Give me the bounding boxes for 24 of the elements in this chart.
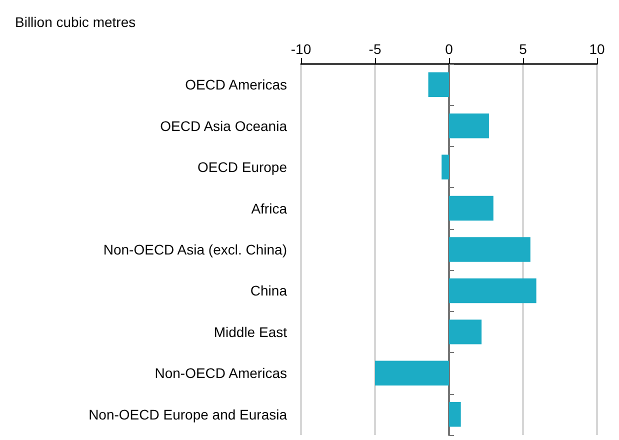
bar <box>428 72 449 97</box>
bar <box>442 154 449 180</box>
y-tick-label: Non-OECD Asia (excl. China) <box>103 242 287 258</box>
y-tick-label: Middle East <box>214 324 288 340</box>
x-tick-label: -10 <box>290 41 312 57</box>
y-tick-label: OECD Asia Oceania <box>160 118 288 134</box>
y-tick-label: Non-OECD Europe and Eurasia <box>88 406 288 422</box>
y-tick-label: OECD Europe <box>198 159 288 176</box>
bar <box>449 237 530 262</box>
x-tick-label: -5 <box>368 41 382 57</box>
x-tick-label: 10 <box>589 41 605 57</box>
y-tick-label: Africa <box>251 200 288 216</box>
y-tick-label: OECD Americas <box>185 76 287 93</box>
y-tick-label: Non-OECD Americas <box>154 365 287 382</box>
bar <box>449 320 482 344</box>
bar <box>449 196 494 221</box>
bar <box>375 360 449 386</box>
y-tick-label: China <box>250 282 288 299</box>
bar <box>449 278 536 304</box>
bar <box>449 113 489 138</box>
x-tick-label: 5 <box>519 41 528 57</box>
bar <box>449 402 461 427</box>
text: Billion cubic metres <box>15 14 136 30</box>
x-tick-label: 0 <box>445 41 454 57</box>
